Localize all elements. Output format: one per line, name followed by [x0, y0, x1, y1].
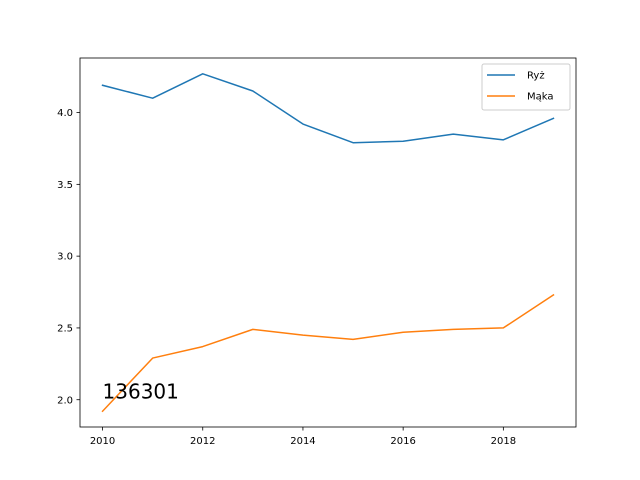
y-tick-label: 3.5: [57, 180, 73, 191]
y-axis: 2.0 2.5 3.0 3.5 4.0: [57, 108, 80, 406]
x-tick-label: 2010: [90, 436, 115, 447]
x-tick-label: 2012: [190, 436, 215, 447]
annotation-text: 136301: [103, 380, 179, 404]
legend-box: [481, 63, 571, 111]
y-tick-label: 2.5: [57, 324, 73, 335]
x-axis: 2010 2012 2014 2016 2018: [90, 427, 516, 447]
x-tick-label: 2016: [390, 436, 415, 447]
y-tick-label: 3.0: [57, 252, 73, 263]
y-tick-label: 2.0: [57, 395, 73, 406]
series-line-2: [101, 293, 555, 413]
axes-frame: [79, 57, 577, 428]
legend: Ryż Mąka: [481, 63, 571, 111]
legend-label: Mąka: [527, 92, 554, 103]
x-tick-label: 2018: [491, 436, 516, 447]
x-tick-label: 2014: [290, 436, 315, 447]
series-line-1: [101, 73, 555, 144]
series-layer: [101, 73, 555, 413]
legend-label: Ryż: [527, 71, 545, 82]
y-tick-label: 4.0: [57, 108, 73, 119]
